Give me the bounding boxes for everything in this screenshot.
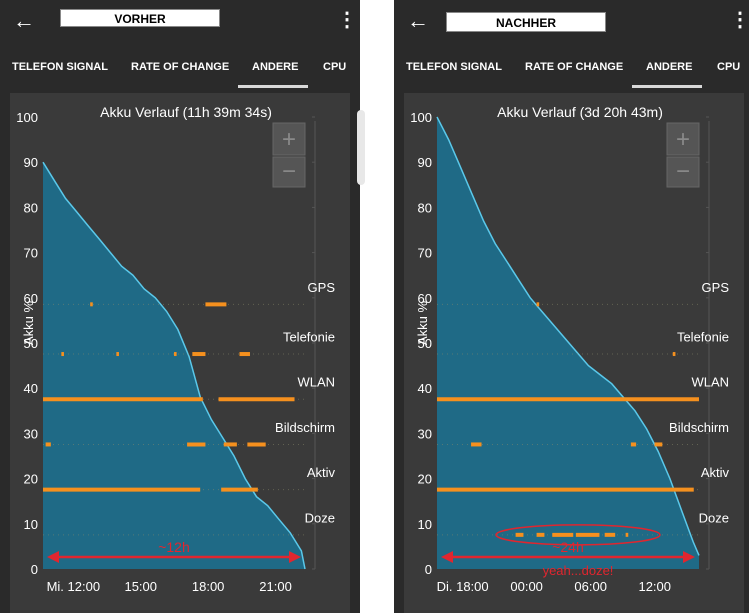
x-tick-label: 06:00 (574, 579, 607, 594)
event-row-label: GPS (308, 280, 336, 295)
annotation-duration: ~24h (552, 539, 584, 555)
y-tick-label: 90 (24, 155, 38, 170)
app-bar: ← NACHHER ⋮ (394, 0, 749, 44)
y-tick-label: 80 (24, 200, 38, 215)
event-row-label: Bildschirm (669, 420, 729, 435)
back-arrow-icon[interactable]: ← (407, 8, 429, 33)
chart-title: Akku Verlauf (11h 39m 34s) (100, 104, 272, 120)
y-tick-label: 30 (418, 426, 432, 441)
tab-rate-of-change[interactable]: RATE OF CHANGE (131, 61, 230, 73)
event-row-label: Aktiv (701, 465, 730, 480)
event-row-label: Doze (305, 510, 335, 525)
zoom-in-icon: + (676, 126, 690, 153)
tab-andere[interactable]: ANDERE (252, 61, 299, 73)
zoom-out-button (272, 156, 306, 188)
battery-chart[interactable]: 100 90 80 70 60 50 40 30 20 10 0 Akku % Akku Verlauf… (10, 93, 350, 613)
zoom-in-button (666, 122, 700, 156)
event-row-label: Aktiv (307, 465, 336, 480)
y-tick-label: 10 (418, 517, 432, 532)
y-tick-label: 50 (24, 336, 38, 351)
y-tick-label: 100 (16, 110, 38, 125)
y-tick-label: 0 (31, 562, 38, 577)
chart-title: Akku Verlauf (3d 20h 43m) (497, 104, 663, 120)
overflow-menu-icon[interactable]: ⋮ (730, 9, 749, 31)
panel-label: VORHER (60, 9, 220, 27)
battery-line (436, 116, 700, 556)
tab-rate-of-change[interactable]: RATE OF CHANGE (525, 61, 624, 73)
x-tick-label: 18:00 (192, 579, 225, 594)
active-tab-indicator (632, 85, 702, 88)
event-row-label: Telefonie (283, 329, 335, 344)
y-tick-label: 50 (418, 336, 432, 351)
zoom-out-icon: − (676, 158, 690, 185)
y-tick-label: 60 (24, 291, 38, 306)
y-tick-label: 40 (418, 381, 432, 396)
x-tick-label: 00:00 (510, 579, 543, 594)
x-tick-label: 12:00 (638, 579, 671, 594)
event-row-label: Telefonie (677, 329, 729, 344)
app-bar: ← VORHER ⋮ (0, 0, 360, 44)
y-tick-label: 70 (24, 246, 38, 261)
tab-cpu[interactable]: CPU (717, 61, 741, 73)
tab-cpu[interactable]: CPU (323, 61, 347, 73)
battery-line (42, 161, 306, 570)
annotation-doze: yeah...doze! (543, 563, 614, 578)
panel-label: NACHHER (446, 12, 606, 32)
y-tick-label: 60 (418, 291, 432, 306)
tab-andere[interactable]: ANDERE (646, 61, 693, 73)
tab-telefon-signal[interactable]: TELEFON SIGNAL (406, 61, 502, 73)
y-tick-label: 80 (418, 200, 432, 215)
x-tick-label: 15:00 (124, 579, 157, 594)
overflow-menu-icon[interactable]: ⋮ (337, 9, 357, 31)
y-axis-label: Akku % (415, 301, 430, 346)
active-tab-indicator (238, 85, 308, 88)
y-tick-label: 90 (418, 155, 432, 170)
annotation-duration: ~12h (158, 539, 190, 555)
event-row-label: GPS (702, 280, 730, 295)
battery-chart[interactable]: 100 90 80 70 60 50 40 30 20 10 0 Akku % Akku Verlauf… (404, 93, 744, 613)
event-row-label: Bildschirm (275, 420, 335, 435)
event-row-label: WLAN (297, 375, 335, 390)
y-tick-label: 30 (24, 426, 38, 441)
y-tick-label: 0 (425, 562, 432, 577)
annotation-arrow-left (47, 551, 59, 563)
tab-telefon-signal[interactable]: TELEFON SIGNAL (12, 61, 108, 73)
zoom-in-icon: + (282, 126, 296, 153)
panel-vorher: ← VORHER ⋮ TELEFON SIGNAL RATE OF CHANGE… (0, 0, 360, 613)
battery-area (43, 162, 305, 569)
tab-bar: TELEFON SIGNAL RATE OF CHANGE ANDERE CPU (0, 50, 360, 88)
y-tick-label: 70 (418, 246, 432, 261)
y-axis-label: Akku % (21, 301, 36, 346)
tab-bar: TELEFON SIGNAL RATE OF CHANGE ANDERE CPU (394, 50, 749, 88)
y-tick-label: 20 (418, 472, 432, 487)
panel-nachher: ← NACHHER ⋮ TELEFON SIGNAL RATE OF CHANG… (394, 0, 749, 613)
scroll-edge (357, 110, 365, 185)
x-tick-label: 21:00 (259, 579, 292, 594)
y-tick-label: 100 (410, 110, 432, 125)
zoom-in-button (272, 122, 306, 156)
zoom-out-icon: − (282, 158, 296, 185)
x-tick-label: Mi. 12:00 (47, 579, 100, 594)
y-tick-label: 20 (24, 472, 38, 487)
annotation-arrow-right (289, 551, 301, 563)
y-tick-label: 10 (24, 517, 38, 532)
doze-highlight-ellipse (495, 524, 661, 546)
x-tick-label: Di. 18:00 (437, 579, 489, 594)
annotation-arrow-right (683, 551, 695, 563)
y-tick-label: 40 (24, 381, 38, 396)
back-arrow-icon[interactable]: ← (13, 8, 35, 33)
event-row-label: Doze (699, 510, 729, 525)
event-row-label: WLAN (691, 375, 729, 390)
annotation-arrow-left (441, 551, 453, 563)
zoom-out-button (666, 156, 700, 188)
